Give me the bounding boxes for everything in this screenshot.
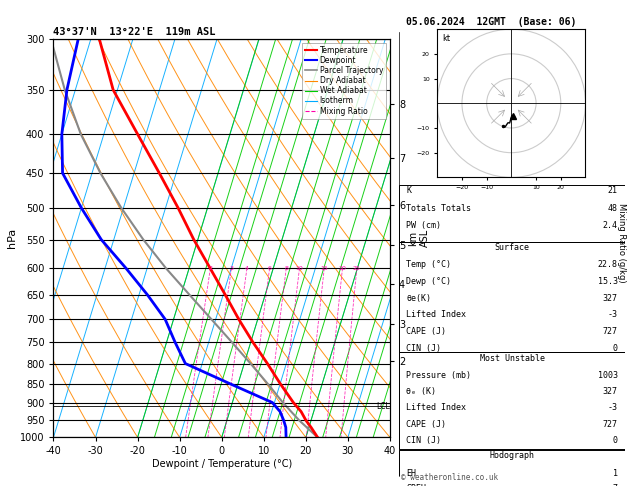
Text: kt: kt bbox=[442, 34, 450, 43]
Text: Totals Totals: Totals Totals bbox=[406, 204, 471, 213]
Text: 3: 3 bbox=[230, 266, 233, 271]
Text: 8: 8 bbox=[284, 266, 288, 271]
Text: CIN (J): CIN (J) bbox=[406, 344, 441, 353]
Text: CAPE (J): CAPE (J) bbox=[406, 327, 446, 336]
Bar bbox=[399, 185, 625, 242]
Text: 43°37'N  13°22'E  119m ASL: 43°37'N 13°22'E 119m ASL bbox=[53, 27, 216, 37]
Text: 1: 1 bbox=[613, 469, 618, 478]
Text: Pressure (mb): Pressure (mb) bbox=[406, 371, 471, 381]
Text: Hodograph: Hodograph bbox=[489, 451, 535, 461]
Text: θₑ (K): θₑ (K) bbox=[406, 387, 436, 397]
Text: 327: 327 bbox=[603, 387, 618, 397]
Bar bbox=[399, 352, 625, 449]
Y-axis label: km
ASL: km ASL bbox=[408, 229, 430, 247]
X-axis label: Dewpoint / Temperature (°C): Dewpoint / Temperature (°C) bbox=[152, 459, 292, 469]
Text: CAPE (J): CAPE (J) bbox=[406, 419, 446, 429]
Text: 2.4: 2.4 bbox=[603, 221, 618, 230]
Text: 05.06.2024  12GMT  (Base: 06): 05.06.2024 12GMT (Base: 06) bbox=[406, 17, 576, 27]
Text: 7: 7 bbox=[613, 484, 618, 486]
Text: 25: 25 bbox=[353, 266, 361, 271]
Text: K: K bbox=[406, 186, 411, 195]
Text: PW (cm): PW (cm) bbox=[406, 221, 441, 230]
Text: © weatheronline.co.uk: © weatheronline.co.uk bbox=[401, 473, 498, 482]
Text: 22.8: 22.8 bbox=[598, 260, 618, 270]
Text: -3: -3 bbox=[608, 311, 618, 319]
Text: 10: 10 bbox=[296, 266, 303, 271]
Text: 6: 6 bbox=[268, 266, 272, 271]
Text: EH: EH bbox=[406, 469, 416, 478]
Text: 15: 15 bbox=[320, 266, 328, 271]
Text: 727: 727 bbox=[603, 419, 618, 429]
Text: 4: 4 bbox=[245, 266, 249, 271]
Y-axis label: hPa: hPa bbox=[7, 228, 17, 248]
Text: 727: 727 bbox=[603, 327, 618, 336]
Text: θe(K): θe(K) bbox=[406, 294, 431, 303]
Text: Lifted Index: Lifted Index bbox=[406, 403, 466, 413]
Text: 48: 48 bbox=[608, 204, 618, 213]
Text: Temp (°C): Temp (°C) bbox=[406, 260, 451, 270]
Text: 20: 20 bbox=[338, 266, 347, 271]
Text: 2: 2 bbox=[208, 266, 213, 271]
Bar bbox=[399, 242, 625, 352]
Bar bbox=[399, 450, 625, 486]
Legend: Temperature, Dewpoint, Parcel Trajectory, Dry Adiabat, Wet Adiabat, Isotherm, Mi: Temperature, Dewpoint, Parcel Trajectory… bbox=[302, 43, 386, 119]
Text: Dewp (°C): Dewp (°C) bbox=[406, 277, 451, 286]
Text: 15.3: 15.3 bbox=[598, 277, 618, 286]
Text: 0: 0 bbox=[613, 344, 618, 353]
Text: SREH: SREH bbox=[406, 484, 426, 486]
Text: -3: -3 bbox=[608, 403, 618, 413]
Text: CIN (J): CIN (J) bbox=[406, 435, 441, 445]
Text: Mixing Ratio (g/kg): Mixing Ratio (g/kg) bbox=[617, 203, 626, 283]
Text: LCL: LCL bbox=[376, 402, 390, 411]
Text: Lifted Index: Lifted Index bbox=[406, 311, 466, 319]
Text: 1003: 1003 bbox=[598, 371, 618, 381]
Text: 0: 0 bbox=[613, 435, 618, 445]
Text: 327: 327 bbox=[603, 294, 618, 303]
Text: Surface: Surface bbox=[494, 243, 530, 252]
Text: 21: 21 bbox=[608, 186, 618, 195]
Text: Most Unstable: Most Unstable bbox=[479, 354, 545, 363]
